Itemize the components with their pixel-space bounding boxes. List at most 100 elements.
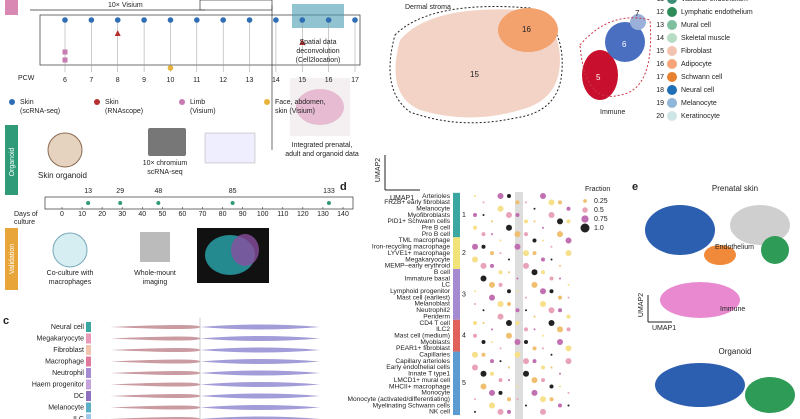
dot	[532, 346, 537, 351]
dot	[523, 370, 529, 377]
day-label: 85	[229, 188, 237, 195]
timeline-box	[39, 14, 361, 66]
dot	[514, 231, 521, 238]
row-label: B cell	[434, 269, 451, 276]
dot	[499, 252, 502, 255]
label: culture	[14, 219, 35, 226]
label: (Cell2location)	[296, 57, 341, 64]
dot	[498, 270, 503, 275]
axis-label: UMAP2	[375, 158, 382, 182]
row-label: Immature basal	[405, 275, 451, 282]
dot	[557, 231, 563, 238]
dot	[549, 276, 554, 281]
cluster-label: 5	[596, 73, 601, 82]
dot	[491, 328, 493, 331]
row-label: MEMP–early erythroid	[385, 263, 451, 270]
legend-label: 0.25	[594, 198, 608, 205]
dot	[565, 345, 572, 352]
sample-sq	[62, 49, 68, 55]
dot	[525, 296, 527, 299]
tick-label: 11	[193, 77, 200, 84]
dot	[514, 339, 521, 346]
row-label: LMCD1+ mural cell	[394, 377, 451, 384]
dot	[516, 385, 519, 388]
dot	[508, 366, 510, 369]
row-swatch	[86, 402, 91, 413]
sample-dot	[273, 17, 279, 23]
sample-dot	[220, 17, 226, 23]
dot	[473, 333, 477, 338]
violin	[110, 325, 200, 329]
violin	[110, 371, 200, 375]
label: Skin	[105, 99, 119, 106]
umap-cluster	[704, 245, 736, 265]
legend-swatch	[667, 111, 677, 121]
dot	[567, 404, 570, 407]
dot	[548, 307, 555, 314]
dot	[559, 277, 561, 280]
row-swatch	[86, 322, 91, 332]
dot	[531, 389, 538, 396]
tick-label: 15	[298, 77, 306, 84]
dot	[531, 269, 538, 276]
violin	[200, 324, 320, 330]
day-marker	[118, 201, 123, 205]
dot	[480, 262, 487, 269]
tick-label: 8	[116, 77, 120, 84]
group-bar	[453, 269, 460, 320]
annotation: Immune	[720, 306, 745, 313]
dot	[482, 322, 485, 324]
tick-label: 12	[219, 77, 227, 84]
dot	[541, 365, 545, 370]
dot	[481, 232, 486, 237]
dot	[472, 351, 478, 358]
dot	[533, 220, 536, 223]
row-swatch	[86, 391, 91, 401]
umap-cluster	[660, 282, 740, 318]
row-swatch	[86, 345, 91, 355]
legend-label: 1.0	[594, 225, 604, 232]
dot	[491, 220, 493, 223]
label: deconvolution	[296, 48, 339, 55]
dot	[515, 200, 520, 205]
umap-cluster	[655, 363, 745, 407]
tick-label: 6	[63, 77, 67, 84]
label: Whole-mount	[134, 270, 176, 277]
dot	[480, 370, 487, 377]
axis-label: PCW	[18, 75, 35, 82]
dot	[565, 358, 572, 365]
day-marker	[156, 201, 161, 205]
tick-label: 17	[351, 77, 359, 84]
legend-swatch	[264, 99, 270, 105]
dot	[549, 289, 554, 294]
dot	[542, 226, 544, 229]
dot	[557, 339, 563, 346]
row-label: Monocyte	[421, 390, 450, 397]
label: Integrated prenatal,	[292, 142, 353, 149]
dot	[532, 251, 537, 256]
dot	[524, 219, 528, 224]
tick-label: 16	[325, 77, 333, 84]
dot	[473, 213, 477, 218]
panel-letter: e	[632, 181, 638, 193]
legend-label: 0.75	[594, 216, 608, 223]
legend-num: 13	[656, 22, 664, 29]
tick-label: 13	[246, 77, 254, 84]
dot	[481, 352, 486, 357]
day-marker	[230, 201, 235, 205]
tick-label: 60	[179, 211, 187, 218]
dot	[516, 398, 519, 401]
dot	[523, 262, 529, 269]
label: Skin organoid	[38, 171, 87, 180]
sample-dot	[141, 17, 147, 23]
label: macrophages	[49, 279, 92, 286]
cluster-label: 6	[622, 40, 627, 49]
label: Face, abdomen,	[275, 99, 326, 106]
violin	[200, 359, 320, 364]
outline	[579, 17, 652, 97]
tick-label: 30	[118, 211, 126, 218]
tag-block	[5, 0, 18, 15]
dot	[550, 353, 553, 356]
row-label: Lymphoid progenitor	[390, 288, 451, 295]
legend-label: Vascular endothelium	[681, 0, 748, 3]
